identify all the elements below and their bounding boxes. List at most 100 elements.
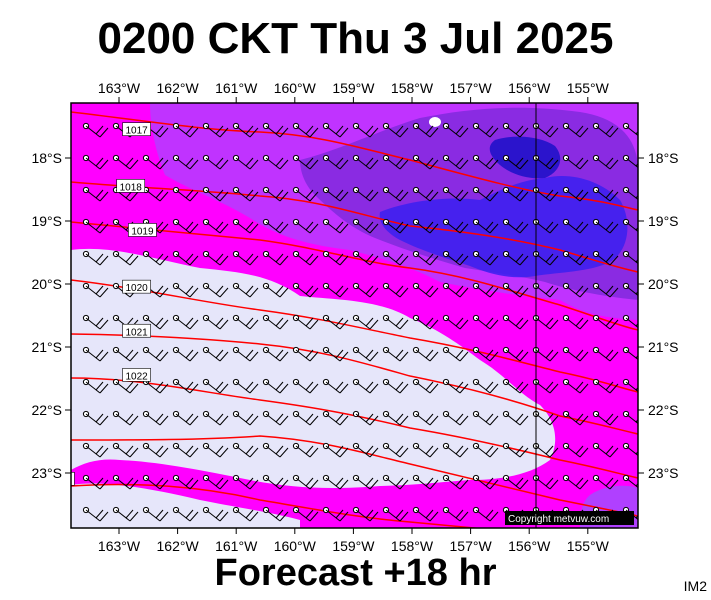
wind-barb [442,506,469,522]
wind-barb [412,410,439,426]
wind-barb [202,154,229,170]
wind-barb [292,154,319,170]
lon-label-bottom: 155°W [567,538,610,554]
wind-barb [292,506,319,522]
wind-barb [412,346,439,362]
isobar-1018 [71,181,638,273]
wind-barb [562,378,589,394]
wind-barb [382,250,409,266]
lon-label-bottom: 162°W [157,538,200,554]
wind-barb [112,346,139,362]
wind-barb [502,410,529,426]
map-field: 1017101710181018101910191020102010211022… [71,103,638,528]
lat-label-right: 21°S [648,339,679,355]
wind-barb [472,122,499,138]
wind-barb [472,250,499,266]
wind-barb [82,154,109,170]
wind-barb [142,506,169,522]
wind-barb [472,186,499,202]
wind-barb [502,218,529,234]
wind-barb [382,186,409,202]
wind-barb [142,154,169,170]
wind-barb [232,186,259,202]
lon-label-bottom: 161°W [215,538,258,554]
wind-barb [442,474,469,490]
wind-barb [442,122,469,138]
wind-barb [232,506,259,522]
wind-barb [352,506,379,522]
wind-barb [202,506,229,522]
isobar-label: 1018 [116,179,146,193]
wind-barb [202,410,229,426]
wind-barb [592,378,619,394]
wind-barb [172,474,199,490]
wind-barb [322,282,349,298]
wind-barb [112,410,139,426]
lat-label-right: 18°S [648,150,679,166]
cloud-white-spot [429,117,441,127]
wind-barb [292,378,319,394]
wind-barb [412,218,439,234]
wind-barb [472,314,499,330]
wind-barb [502,442,529,458]
wind-barb [82,218,109,234]
wind-barb [502,186,529,202]
wind-barb [82,442,109,458]
svg-text:1022: 1022 [125,371,148,382]
svg-text:1017: 1017 [125,126,148,137]
lon-label-top: 158°W [391,80,434,96]
svg-text:1020: 1020 [125,283,148,294]
wind-barb [82,378,109,394]
isobar-1019 [71,221,638,331]
copyright-text: Copyright metvuw.com [508,514,609,525]
wind-barb [172,282,199,298]
lon-label-top: 155°W [567,80,610,96]
wind-barb [292,410,319,426]
wind-barb [412,250,439,266]
wind-barb [502,282,529,298]
wind-barb [472,154,499,170]
lat-label-right: 22°S [648,402,679,418]
lat-label-right: 23°S [648,465,679,481]
wind-barb [382,410,409,426]
wind-barb [562,186,589,202]
lat-label-left: 20°S [31,276,62,292]
wind-barb [382,218,409,234]
wind-barb [472,218,499,234]
wind-barb [322,378,349,394]
wind-barb [172,186,199,202]
wind-barb [292,442,319,458]
wind-barb [472,282,499,298]
wind-barb [382,506,409,522]
wind-barb [352,122,379,138]
wind-barb [442,154,469,170]
isobar-label: 1017 [122,122,151,137]
wind-barb [382,346,409,362]
wind-barb [172,442,199,458]
wind-barb [172,410,199,426]
wind-barb [112,378,139,394]
lon-label-bottom: 159°W [332,538,375,554]
wind-barb [292,314,319,330]
wind-barb [322,154,349,170]
wind-barb [82,314,109,330]
wind-barb [472,474,499,490]
wind-barb [262,474,289,490]
wind-barb [112,506,139,522]
wind-barb [82,282,109,298]
wind-barb [262,250,289,266]
wind-barb [322,186,349,202]
wind-barb [232,442,259,458]
wind-barb [592,122,619,138]
wind-barb [232,282,259,298]
wind-barb [502,474,529,490]
wind-barb [352,410,379,426]
map-frame [70,102,639,529]
lat-label-left: 18°S [31,150,62,166]
lon-label-top: 163°W [98,80,141,96]
wind-barb [232,122,259,138]
wind-barb [82,122,109,138]
wind-barb [262,410,289,426]
wind-barb [472,346,499,362]
